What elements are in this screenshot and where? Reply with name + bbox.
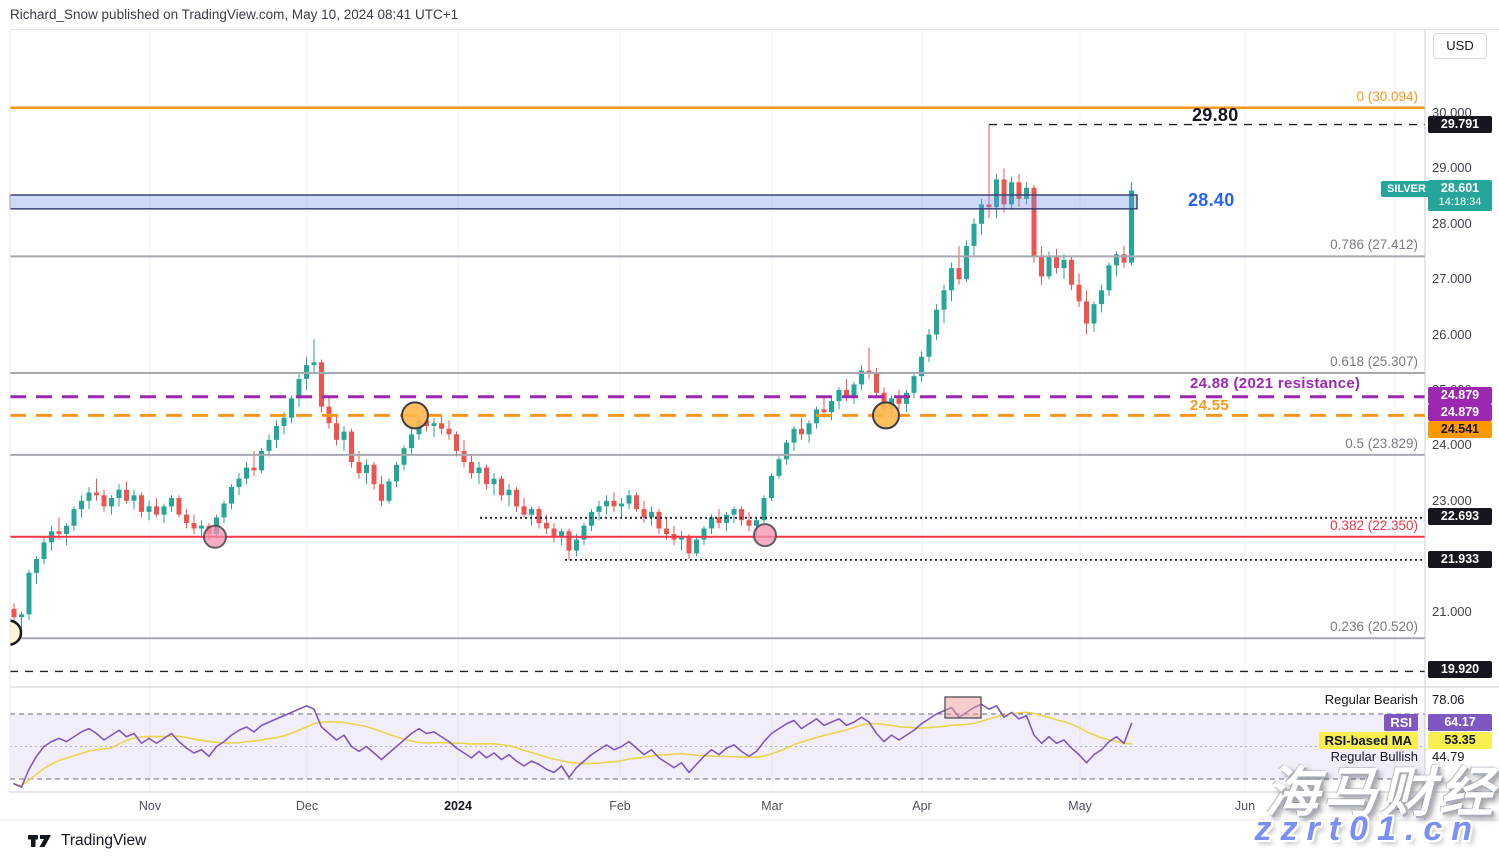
event-markers (10, 401, 982, 719)
candlestick-series (11, 124, 1134, 637)
circle-marker (401, 401, 429, 430)
circle-marker (203, 524, 227, 549)
circle-marker (753, 523, 777, 548)
supply-zone-band[interactable] (9, 194, 1138, 210)
circle-marker (10, 619, 23, 646)
currency-selector-button[interactable]: USD (1433, 33, 1487, 59)
circle-marker (872, 401, 900, 430)
rsi-divergence-box (944, 696, 982, 719)
